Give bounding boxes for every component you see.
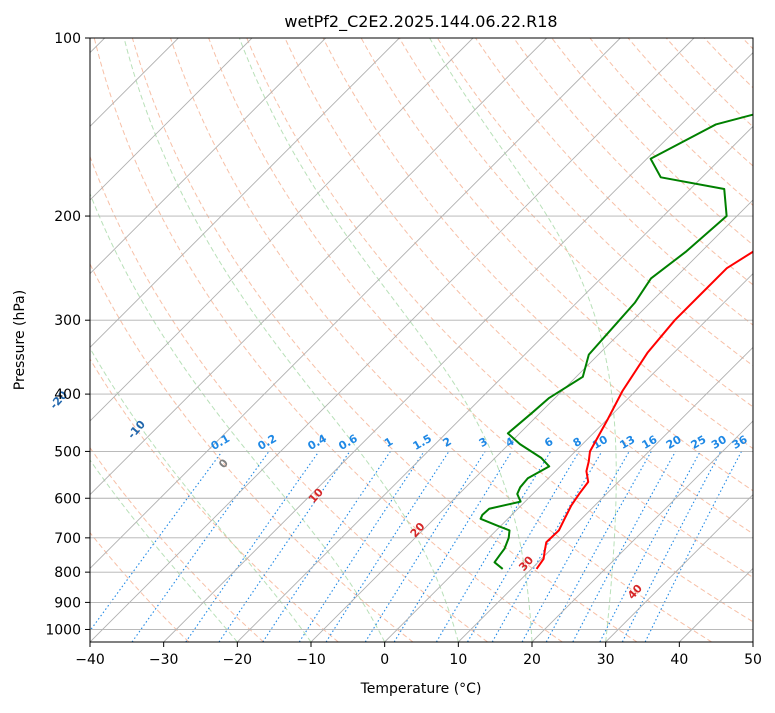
mixing-ratio-line [545,451,652,642]
mixing-ratio-line [325,451,450,642]
x-tick-label: 50 [744,652,762,668]
y-tick-label: 100 [54,31,81,47]
y-tick-label: 800 [54,565,81,581]
mixing-ratio-line [218,451,351,642]
y-tick-label: 1000 [45,622,81,638]
dry-adiabat [90,446,264,642]
isotherm-gridline [605,494,753,642]
x-tick-label: −10 [296,652,326,668]
profile-lines [479,113,753,570]
dry-adiabat [284,38,753,535]
isotherm-gridline [90,38,621,569]
dry-adiabat [93,38,563,642]
x-axis: −40 −30 −20 −10 0 10 20 30 40 50 [75,642,762,668]
mixing-ratio-line [185,451,320,642]
y-tick-label: 200 [54,209,81,225]
x-tick-label: 30 [597,652,615,668]
moist-adiabat [90,192,386,642]
chart-title: wetPf2_C2E2.2025.144.06.22.R18 [284,12,557,32]
dry-adiabat [131,38,638,642]
mixing-ratio-line [621,451,722,642]
isotherm-gridline [384,273,753,642]
temperature-profile [535,250,753,570]
x-tick-label: 20 [523,652,541,668]
moist-adiabat [238,38,533,642]
y-axis-label: Pressure (hPa) [12,290,28,390]
dry-adiabat [513,38,753,286]
y-tick-label: 700 [54,531,81,547]
isotherm-gridline [90,38,474,422]
dry-adiabat [246,38,753,578]
mixing-ratio-line [644,451,742,642]
moist-adiabat [123,38,459,642]
dry-adiabat [322,38,753,492]
isotherm-gridline [90,38,400,348]
dry-adiabat [90,531,190,642]
x-tick-label: −20 [223,652,253,668]
mixing-ratio-line [393,451,513,642]
x-tick-label: −40 [75,652,105,668]
moist-adiabat [429,38,617,642]
dry-adiabat [170,38,713,642]
grid [90,38,753,642]
x-tick-label: −30 [149,652,179,668]
mixing-ratio-line [572,451,677,642]
isotherm-gridline [310,199,753,642]
y-tick-label: 300 [54,313,81,329]
isotherm-gridline [90,38,326,275]
y-tick-label: 600 [54,491,81,507]
mixing-ratio-line [90,451,223,632]
mixing-ratio-line [521,451,630,642]
isotherm-gridline [90,38,253,201]
y-tick-label: 500 [54,444,81,460]
x-tick-label: 0 [380,652,389,668]
isotherm-gridline [531,420,753,642]
dry-adiabat [90,358,339,642]
dry-adiabat [208,38,753,623]
isotherm-gridline [90,38,695,642]
y-tick-label: 400 [54,387,81,403]
isotherm-gridline [458,346,753,642]
y-tick-label: 900 [54,595,81,611]
isotherm-gridline [90,38,547,496]
isotherm-gridline [163,52,753,642]
x-axis-label: Temperature (°C) [360,681,482,697]
dry-adiabat [90,155,488,642]
mixing-ratio-line [298,451,425,642]
dry-adiabat [360,38,753,450]
isotherm-gridline [237,125,753,642]
x-tick-label: 40 [670,652,688,668]
dry-adiabat [398,38,753,408]
plot-frame [89,37,754,643]
y-axis: 1000 900 800 700 600 500 400 300 200 100 [45,31,90,638]
moist-adiabat [90,459,238,642]
mixing-ratio-line [262,451,391,642]
x-tick-label: 10 [449,652,467,668]
dewpoint-profile [479,113,753,570]
